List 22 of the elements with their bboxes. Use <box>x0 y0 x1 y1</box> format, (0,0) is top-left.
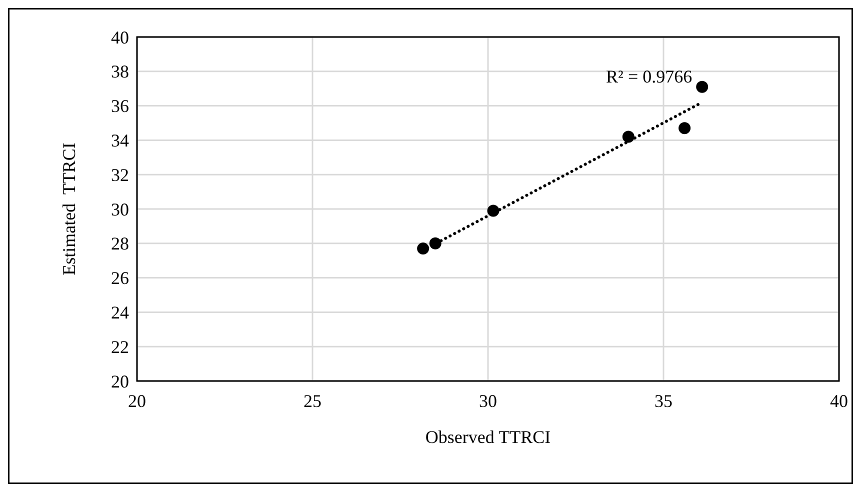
point <box>622 130 634 143</box>
x-tick-label: 35 <box>654 391 672 411</box>
y-tick-label: 28 <box>111 234 129 254</box>
y-tick-label: 26 <box>111 268 129 288</box>
x-axis-title: Observed TTRCI <box>425 427 551 447</box>
y-tick-label: 36 <box>111 96 129 116</box>
y-tick-label: 32 <box>111 164 129 185</box>
y-tick-label: 22 <box>111 336 129 357</box>
y-tick-label: 40 <box>111 27 129 48</box>
point <box>696 80 708 93</box>
y-tick-label: 34 <box>111 130 129 150</box>
y-axis-title: Estimated TTRCI <box>59 142 79 276</box>
x-tick-label: 20 <box>128 391 146 411</box>
y-tick-label: 38 <box>111 62 129 82</box>
y-tick-label: 20 <box>111 371 129 392</box>
x-tick-label: 40 <box>830 391 848 411</box>
x-tick-label: 25 <box>304 391 322 411</box>
y-tick-label: 30 <box>111 199 129 220</box>
point <box>678 122 691 134</box>
annotation: R² = 0.9766 <box>606 66 692 86</box>
x-tick-label: 30 <box>479 391 497 411</box>
y-tick-label: 24 <box>111 302 129 322</box>
